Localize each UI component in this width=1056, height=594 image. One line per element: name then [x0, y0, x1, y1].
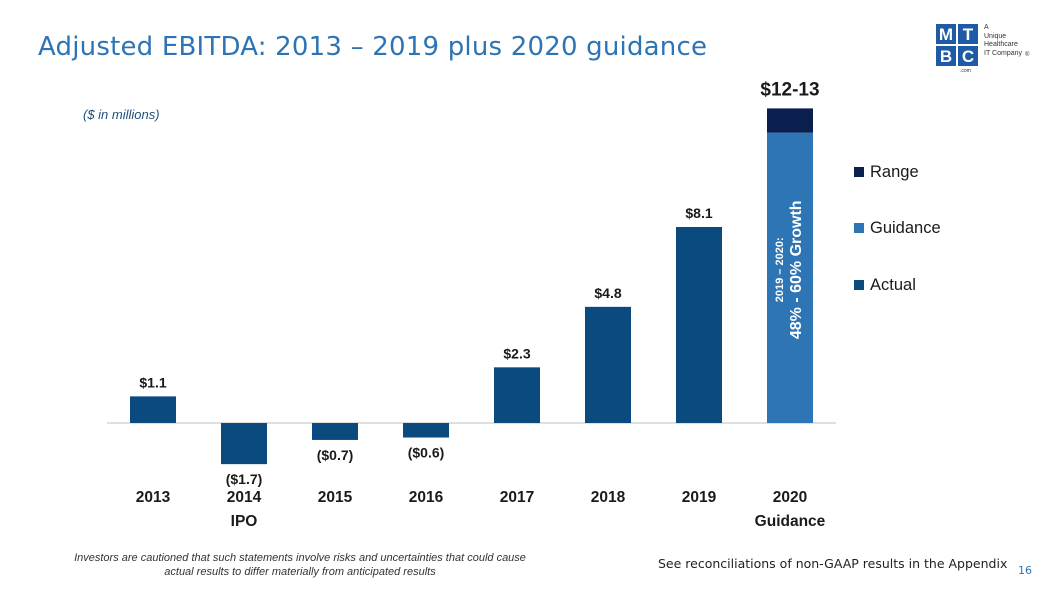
- legend-label-actual: Actual: [870, 276, 916, 294]
- bar-2018: [585, 306, 631, 423]
- x-tick-label-2020: 2020: [773, 489, 807, 506]
- bar-2017: [494, 367, 540, 423]
- page-number: 16: [1018, 564, 1032, 577]
- x-tick-label-2013: 2013: [136, 489, 171, 506]
- logo-tagline: A Unique Healthcare IT Company: [984, 24, 1022, 57]
- bar-2019: [676, 226, 722, 423]
- logo-letter-b: B: [936, 46, 956, 66]
- logo-letter-m: M: [936, 24, 956, 44]
- reconciliation-note: See reconciliations of non-GAAP results …: [658, 556, 1008, 571]
- risk-disclaimer: Investors are cautioned that such statem…: [74, 552, 526, 578]
- growth-annotation-line1: 2019 – 2020:: [774, 237, 786, 302]
- data-label-2014: ($1.7): [226, 471, 263, 487]
- logo-suffix: .com: [960, 68, 971, 74]
- bar-2014: [221, 423, 267, 465]
- company-logo: M T B C A Unique Healthcare IT Company ®…: [936, 24, 1031, 74]
- bar-2013: [130, 396, 176, 423]
- slide-title: Adjusted EBITDA: 2013 – 2019 plus 2020 g…: [38, 32, 708, 62]
- data-label-2016: ($0.6): [408, 445, 445, 461]
- bar-2016: [403, 423, 449, 438]
- legend-swatch-guidance: [854, 223, 864, 233]
- logo-letter-c: C: [958, 46, 978, 66]
- x-tick-sublabel-2014: IPO: [231, 513, 258, 530]
- data-label-2015: ($0.7): [317, 447, 354, 463]
- data-label-2013: $1.1: [139, 374, 166, 390]
- data-label-2017: $2.3: [503, 345, 530, 361]
- legend-swatch-range: [854, 167, 864, 177]
- data-label-2018: $4.8: [594, 285, 621, 301]
- data-label-2019: $8.1: [685, 205, 712, 221]
- data-label-2020: $12-13: [760, 79, 819, 100]
- legend-label-guidance: Guidance: [870, 219, 941, 237]
- x-tick-sublabel-2020: Guidance: [755, 513, 826, 530]
- bar-range-2020: [767, 108, 813, 133]
- bar-2020: [767, 132, 813, 423]
- x-tick-label-2014: 2014: [227, 489, 262, 506]
- logo-registered-mark: ®: [1025, 52, 1030, 58]
- logo-letter-t: T: [958, 24, 978, 44]
- bar-2015: [312, 423, 358, 440]
- x-tick-label-2015: 2015: [318, 489, 353, 506]
- x-tick-label-2018: 2018: [591, 489, 626, 506]
- x-tick-label-2017: 2017: [500, 489, 534, 506]
- x-tick-label-2016: 2016: [409, 489, 444, 506]
- x-tick-label-2019: 2019: [682, 489, 717, 506]
- growth-annotation-line2: 48% - 60% Growth: [788, 200, 805, 339]
- legend-swatch-actual: [854, 280, 864, 290]
- legend-label-range: Range: [870, 163, 919, 181]
- unit-note: ($ in millions): [83, 107, 160, 122]
